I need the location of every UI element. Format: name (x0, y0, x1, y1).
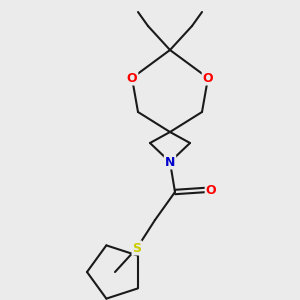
Text: O: O (206, 184, 216, 196)
Text: N: N (165, 155, 175, 169)
Text: O: O (127, 71, 137, 85)
Text: O: O (203, 71, 213, 85)
Text: S: S (133, 242, 142, 254)
